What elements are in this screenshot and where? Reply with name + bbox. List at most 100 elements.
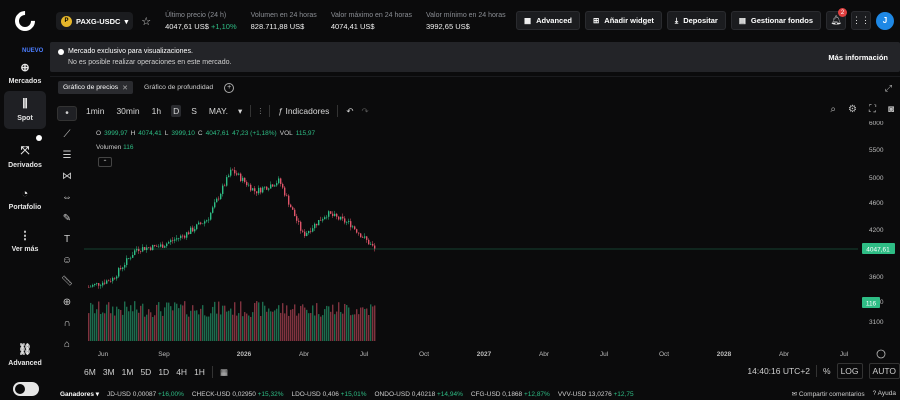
camera-icon[interactable]: ◙: [887, 104, 894, 115]
advanced-toggle[interactable]: [13, 382, 39, 396]
range-3m[interactable]: 3M: [102, 367, 115, 377]
percent-toggle[interactable]: %: [823, 366, 831, 376]
magnet-icon[interactable]: ∩: [63, 317, 71, 329]
ticker-item[interactable]: VVV-USD 13,0276 +12,75: [558, 391, 634, 398]
apps-button[interactable]: ⋮⋮: [851, 11, 871, 30]
zoom-in-icon[interactable]: ⊕: [62, 296, 72, 308]
bell-button[interactable]: 🔔︎ 2: [826, 8, 847, 30]
collapse-legend-button[interactable]: ⌃: [98, 157, 112, 167]
candle-body: [302, 230, 304, 232]
volume-bar: [208, 316, 210, 341]
more-info-link[interactable]: Más información: [828, 53, 888, 62]
timeframe-d[interactable]: D: [171, 105, 182, 117]
sidebar-item-spot[interactable]: ⫼ Spot: [4, 91, 46, 129]
candle-body: [220, 193, 222, 199]
ticker-title[interactable]: Ganadores ▾: [60, 391, 100, 398]
volume-bar: [308, 313, 310, 341]
volume-bar: [114, 315, 116, 341]
brush-icon[interactable]: ✎: [62, 213, 72, 225]
candle-body: [88, 286, 90, 288]
share-feedback-link[interactable]: ✉ Compartir comentarios: [792, 390, 865, 398]
log-toggle[interactable]: LOG: [836, 363, 863, 379]
pattern-icon[interactable]: ⋈: [62, 171, 72, 183]
calendar-icon[interactable]: ▦: [219, 366, 228, 377]
candle-body: [270, 184, 272, 189]
range-4h[interactable]: 4H: [176, 367, 188, 377]
manage-funds-button[interactable]: ▤ Gestionar fondos: [730, 11, 821, 30]
close-icon[interactable]: ✕: [122, 84, 129, 92]
candle-body: [266, 186, 268, 190]
sidebar-item-derivados[interactable]: ⤧ Derivados: [4, 138, 46, 176]
tab-depth-chart[interactable]: Gráfico de profundidad: [139, 81, 218, 94]
candle-body: [320, 220, 322, 221]
sidebar-item-portafolio[interactable]: ◔ Portafolio: [4, 180, 46, 218]
ohlc-legend: O 3999,97 H 4074,41 L 3999,10 C 4047,61 47,2…: [96, 130, 315, 137]
time-axis-settings-icon[interactable]: [876, 349, 886, 359]
candle-body: [218, 198, 220, 200]
ticker-item[interactable]: JD-USD 0,00087 +16,00%: [107, 391, 184, 398]
pair-selector[interactable]: P PAXG-USDC ▾: [56, 12, 134, 30]
stat-last-price: Último precio (24 h) 4047,61 US$ +1,10%: [165, 12, 237, 31]
volume-bar: [250, 316, 252, 341]
star-icon[interactable]: ☆: [141, 15, 152, 28]
horizontal-lines-icon[interactable]: ☰: [62, 150, 72, 162]
volume-bar: [314, 315, 316, 341]
undo-icon[interactable]: ↶: [346, 105, 354, 116]
lock-icon[interactable]: ⌂: [63, 338, 71, 350]
logo[interactable]: [0, 0, 50, 42]
ticker-item[interactable]: LDO-USD 0,406 +15,01%: [291, 391, 366, 398]
redo-icon[interactable]: ↷: [361, 105, 369, 116]
range-5d[interactable]: 5D: [140, 367, 152, 377]
sidebar-item-advanced[interactable]: ⛓︎ Advanced: [4, 336, 46, 374]
divider: [816, 365, 818, 377]
range-1d[interactable]: 1D: [158, 367, 170, 377]
cursor-icon[interactable]: •: [57, 106, 77, 122]
volume-bar: [374, 305, 376, 341]
auto-toggle[interactable]: AUTO: [868, 363, 900, 379]
timeframe-may[interactable]: MAY.: [208, 106, 228, 116]
ticker-item[interactable]: CHECK-USD 0,02950 +15,32%: [192, 391, 284, 398]
range-6m[interactable]: 6M: [84, 367, 96, 377]
volume-bar: [338, 302, 340, 341]
candle-body: [174, 239, 176, 241]
emoji-icon[interactable]: ☺: [61, 255, 73, 266]
expand-icon[interactable]: ⤢: [884, 83, 892, 93]
sidebar-item-mercados[interactable]: ⊕ Mercados: [4, 54, 46, 92]
volume-bar: [94, 313, 96, 341]
tab-price-chart[interactable]: Gráfico de precios ✕: [58, 81, 134, 94]
deposit-button[interactable]: ⤓ Depositar: [666, 11, 726, 30]
advanced-button[interactable]: ▦ Advanced: [516, 11, 580, 30]
clock-time[interactable]: 14:40:16 UTC+2: [747, 366, 811, 376]
timeframe-1h[interactable]: 1h: [151, 106, 162, 116]
indicators-button[interactable]: ƒ Indicadores: [278, 106, 329, 116]
add-widget-button[interactable]: ⊞ Añadir widget: [585, 11, 662, 30]
text-icon[interactable]: T: [63, 234, 71, 246]
candle-body: [182, 235, 184, 237]
avatar[interactable]: J: [876, 11, 894, 30]
chart-type-icon[interactable]: ⫶: [259, 105, 262, 116]
price-chart[interactable]: 600055005000460042003900360033003100 Jun…: [84, 121, 900, 361]
volume-bar: [246, 313, 248, 341]
ticker-price: 13,0276: [588, 390, 612, 398]
ruler-icon[interactable]: 📏︎: [60, 275, 74, 287]
timeframe-1min[interactable]: 1min: [86, 106, 105, 116]
volume-bar: [356, 309, 358, 341]
measure-icon[interactable]: ⇔: [62, 192, 72, 204]
sidebar-item-ver-mas[interactable]: ⋮ Ver más: [4, 222, 46, 260]
add-tab-icon[interactable]: +: [224, 82, 235, 93]
range-1m[interactable]: 1M: [121, 367, 134, 377]
ticker-item[interactable]: ONDO-USD 0,40218 +14,94%: [375, 391, 463, 398]
timeframe-chevron-icon[interactable]: ▾: [237, 105, 243, 116]
volume-bar: [92, 304, 94, 341]
trendline-icon[interactable]: ⟋: [63, 129, 71, 141]
range-1h[interactable]: 1H: [194, 367, 205, 377]
settings-icon[interactable]: ⚙︎: [847, 104, 857, 115]
timeframe-30min[interactable]: 30min: [116, 106, 140, 116]
help-link[interactable]: ? Ayuda: [873, 390, 896, 398]
timeframe-s[interactable]: S: [191, 106, 197, 116]
candle-body: [206, 220, 208, 222]
candle-body: [284, 187, 286, 196]
ticker-item[interactable]: CFG-USD 0,1868 +12,87%: [471, 391, 550, 398]
fullscreen-icon[interactable]: ⛶: [868, 104, 876, 115]
zoom-icon[interactable]: ⌕: [830, 104, 836, 115]
